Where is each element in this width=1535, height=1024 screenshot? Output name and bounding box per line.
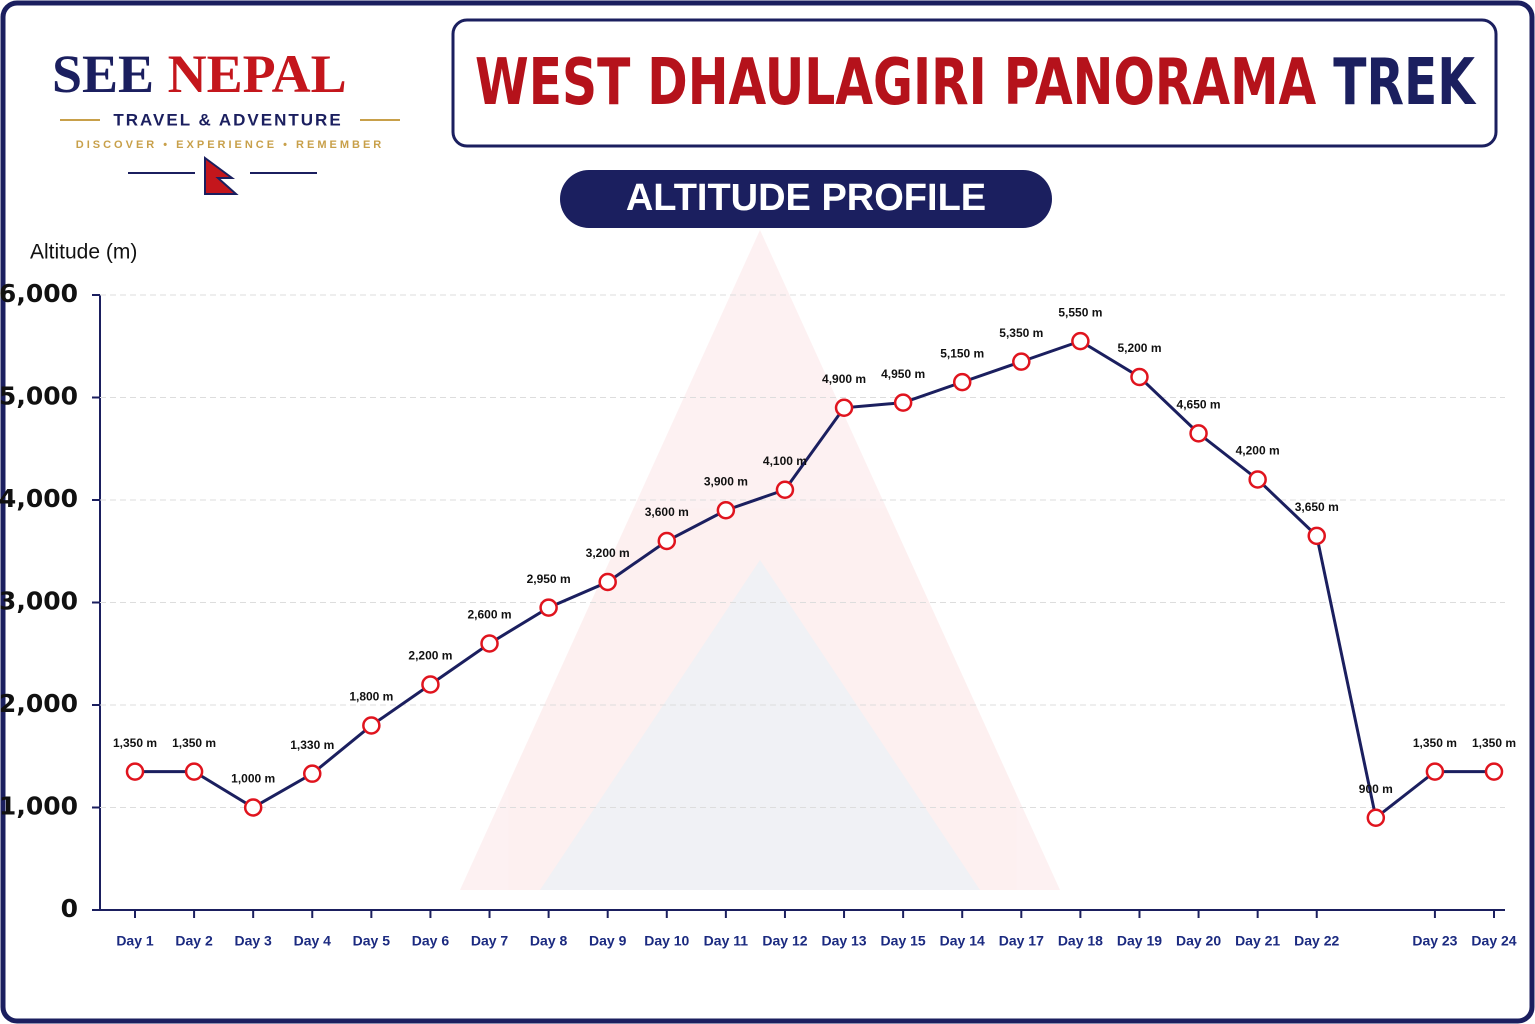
x-tick-label: Day 18	[1058, 933, 1103, 949]
value-label: 2,200 m	[408, 649, 452, 663]
x-tick-label: Day 9	[589, 933, 627, 949]
value-label: 4,100 m	[763, 454, 807, 468]
y-axis-label: Altitude (m)	[30, 241, 137, 264]
marker	[1071, 331, 1090, 351]
title-part: TREK	[1333, 46, 1477, 120]
x-tick-label: Day 8	[530, 933, 568, 949]
x-tick-label: Day 24	[1471, 933, 1516, 949]
marker	[1425, 762, 1445, 781]
x-tick-label: Day 21	[1235, 933, 1280, 949]
value-label: 3,900 m	[704, 474, 748, 488]
value-label: 5,550 m	[1058, 305, 1102, 319]
x-tick-label: Day 17	[999, 933, 1044, 949]
marker	[125, 762, 145, 781]
marker	[1189, 424, 1208, 443]
subtitle: ALTITUDE PROFILE	[626, 177, 986, 219]
x-tick-label: Day 1	[116, 933, 154, 949]
value-label: 4,950 m	[881, 367, 925, 381]
y-tick-label: 0	[61, 894, 78, 923]
marker	[1012, 352, 1031, 371]
value-label: 3,200 m	[586, 546, 630, 560]
marker	[184, 762, 204, 781]
value-label: 2,950 m	[527, 572, 571, 586]
motto: DISCOVER • EXPERIENCE • REMEMBER	[76, 139, 384, 151]
marker	[1130, 367, 1149, 387]
x-tick-label: Day 22	[1294, 933, 1339, 949]
marker	[243, 798, 263, 817]
marker	[657, 531, 677, 551]
value-label: 1,350 m	[1472, 736, 1516, 750]
x-tick-label: Day 4	[294, 933, 332, 949]
value-label: 1,800 m	[349, 690, 393, 704]
marker	[834, 398, 854, 417]
value-label: 1,330 m	[290, 738, 334, 752]
x-tick-label: Day 14	[940, 933, 985, 949]
x-tick-label: Day 19	[1117, 933, 1162, 949]
marker	[303, 764, 322, 783]
value-label: 5,150 m	[940, 346, 984, 360]
marker	[893, 393, 913, 412]
marker	[716, 501, 736, 520]
x-tick-label: Day 23	[1412, 933, 1457, 949]
marker	[952, 372, 972, 392]
y-tick-label: 4,000	[0, 484, 78, 513]
title-box	[451, 18, 1498, 148]
value-label: 5,350 m	[999, 326, 1043, 340]
x-tick-label: Day 5	[353, 933, 391, 949]
marker	[480, 634, 499, 653]
y-tick-label: 5,000	[0, 382, 78, 411]
title-part: WEST DHAULAGIRI PANORAMA	[475, 46, 1317, 120]
value-label: 900 m	[1359, 782, 1393, 796]
x-tick-label: Day 2	[175, 933, 213, 949]
value-label: 5,200 m	[1117, 341, 1161, 355]
marker	[539, 598, 558, 617]
value-label: 1,350 m	[172, 736, 216, 750]
chart-title: WEST DHAULAGIRI PANORAMA TREK	[475, 46, 1477, 120]
flag	[204, 156, 239, 195]
marker	[362, 716, 381, 735]
x-tick-label: Day 20	[1176, 933, 1221, 949]
value-label: 4,900 m	[822, 372, 866, 386]
value-label: 1,350 m	[113, 736, 157, 750]
subtitle-pill	[560, 170, 1052, 228]
x-tick-label: Day 7	[471, 933, 509, 949]
brand-part: SEE	[52, 44, 154, 104]
line	[135, 339, 1494, 821]
x-tick-label: Day 11	[704, 933, 749, 949]
x-tick-label: Day 3	[234, 933, 272, 949]
marker	[1248, 470, 1267, 489]
x-tick-label: Day 10	[644, 933, 689, 949]
marker	[1307, 526, 1326, 546]
marker	[421, 675, 440, 694]
marker	[598, 572, 617, 592]
brand: SEE NEPAL	[52, 44, 347, 104]
x-tick-label: Day 15	[881, 933, 926, 949]
y-tick-label: 3,000	[0, 587, 78, 616]
marker	[1484, 762, 1504, 781]
x-tick-label: Day 13	[821, 933, 866, 949]
value-label: 3,600 m	[645, 505, 689, 519]
value-label: 1,350 m	[1413, 736, 1457, 750]
x-tick-label: Day 12	[762, 933, 807, 949]
tagline: TRAVEL & ADVENTURE	[113, 110, 342, 129]
x-tick-label: Day 6	[412, 933, 450, 949]
y-tick-label: 1,000	[0, 792, 78, 821]
value-label: 2,600 m	[467, 608, 511, 622]
value-label: 4,650 m	[1177, 398, 1221, 412]
value-label: 4,200 m	[1236, 444, 1280, 458]
y-tick-label: 2,000	[0, 689, 78, 718]
value-label: 3,650 m	[1295, 500, 1339, 514]
brand-part: NEPAL	[168, 44, 347, 104]
y-tick-label: 6,000	[0, 279, 78, 308]
marker	[775, 480, 795, 499]
value-label: 1,000 m	[231, 772, 275, 786]
marker	[1366, 808, 1386, 827]
